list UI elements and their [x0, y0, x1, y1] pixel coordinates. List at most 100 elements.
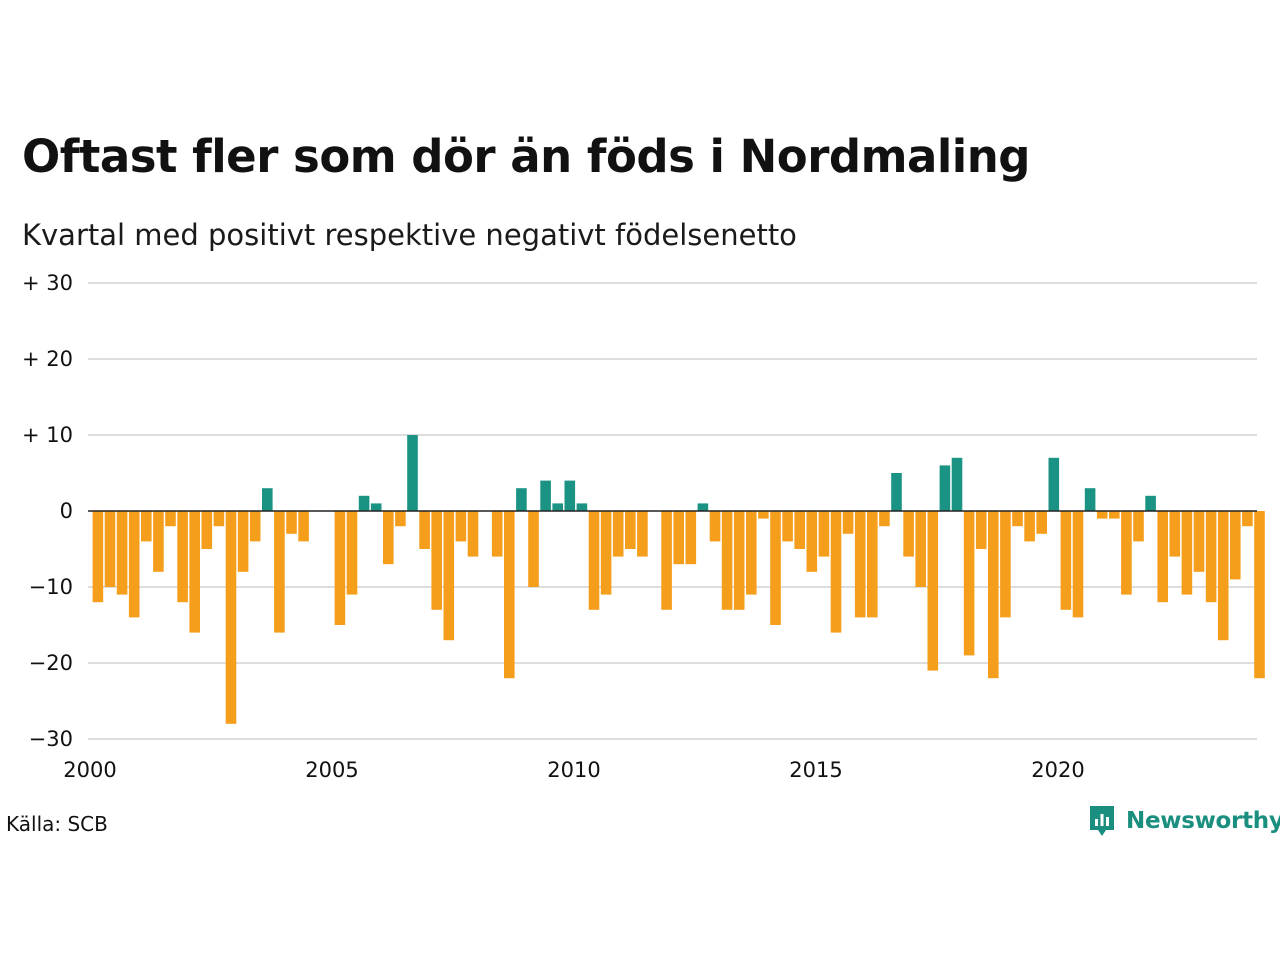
x-axis-labels: 2000 2005 2010 2015 2020 — [63, 758, 1084, 782]
bar-positive — [370, 503, 382, 511]
bar-negative — [709, 511, 721, 542]
bar-negative — [661, 511, 672, 610]
bar-negative — [274, 511, 285, 633]
brand-name: Newsworthy — [1126, 808, 1280, 834]
bar-negative — [770, 511, 781, 625]
bar-negative — [1157, 511, 1168, 603]
x-tick-label: 2015 — [789, 758, 842, 782]
bar-negative — [383, 511, 394, 565]
newsworthy-logo-icon — [1090, 806, 1114, 836]
bar-negative — [685, 511, 697, 565]
bar-negative — [963, 511, 975, 656]
bar-positive — [516, 488, 527, 511]
bar-negative — [225, 511, 237, 724]
bar-negative — [395, 511, 406, 527]
bar-negative — [782, 511, 793, 542]
bar-positive — [891, 473, 902, 511]
bar-negative — [237, 511, 249, 572]
bar-negative — [1096, 511, 1108, 519]
bar-positive — [262, 488, 273, 511]
x-tick-label: 2010 — [547, 758, 600, 782]
bar-negative — [249, 511, 261, 542]
bar-negative — [1181, 511, 1193, 595]
bar-negative — [625, 511, 636, 549]
bar-negative — [1109, 511, 1120, 519]
bar-positive — [552, 503, 563, 511]
bar-positive — [576, 503, 588, 511]
bar-positive — [939, 465, 951, 511]
y-tick-label: + 30 — [22, 271, 73, 295]
bar-negative — [1012, 511, 1023, 527]
bar-negative — [467, 511, 479, 557]
bar-positive — [358, 495, 370, 511]
bar-negative — [116, 511, 128, 595]
chart-title: Oftast fler som dör än föds i Nordmaling — [22, 130, 1030, 183]
bar-negative — [201, 511, 213, 549]
bar-negative — [1133, 511, 1144, 542]
bar-chart: + 30+ 20+ 100−10−20−30 2000 2005 2010 2015 2… — [22, 271, 1265, 782]
y-axis-labels: + 30 + 20 + 10 0 −10 −20 −30 — [22, 271, 73, 751]
bar-negative — [854, 511, 866, 618]
bar-negative — [988, 511, 999, 679]
bar-negative — [1024, 511, 1035, 542]
bar-negative — [612, 511, 624, 557]
x-tick-label: 2020 — [1031, 758, 1084, 782]
y-tick-label: −30 — [29, 727, 73, 751]
bar-negative — [1205, 511, 1217, 603]
brand-logo: Newsworthy — [1088, 804, 1280, 838]
bar-positive — [540, 480, 551, 511]
bar-negative — [1036, 511, 1047, 534]
bar-negative — [443, 511, 455, 641]
bar-negative — [1072, 511, 1084, 618]
bar-negative — [1121, 511, 1132, 595]
bar-negative — [588, 511, 600, 610]
bar-negative — [915, 511, 926, 587]
bar-negative — [746, 511, 757, 595]
bar-negative — [879, 511, 890, 527]
bar-negative — [733, 511, 745, 610]
x-tick-label: 2000 — [63, 758, 116, 782]
bar-negative — [1217, 511, 1229, 641]
bar-negative — [1193, 511, 1205, 572]
bar-negative — [1254, 511, 1265, 679]
bar-negative — [128, 511, 140, 618]
bar-negative — [1169, 511, 1181, 557]
bar-negative — [830, 511, 842, 633]
bar-negative — [1242, 511, 1253, 527]
bar-negative — [758, 511, 769, 519]
bar-negative — [165, 511, 176, 527]
bar-negative — [637, 511, 648, 557]
bar-negative — [431, 511, 442, 610]
bar-negative — [213, 511, 225, 527]
bar-positive — [564, 480, 576, 511]
bar-negative — [491, 511, 503, 557]
bar-positive — [1084, 488, 1096, 511]
bar-positive — [1145, 495, 1156, 511]
bar-negative — [153, 511, 164, 572]
bar-negative — [334, 511, 346, 625]
chart-subtitle: Kvartal med positivt respektive negativt… — [22, 218, 797, 252]
bar-negative — [528, 511, 539, 587]
bar-negative — [419, 511, 430, 549]
bar-negative — [177, 511, 188, 603]
source-note: Källa: SCB — [6, 812, 108, 836]
bar-negative — [286, 511, 297, 534]
bar-negative — [189, 511, 200, 633]
y-tick-label: + 20 — [22, 347, 73, 371]
bar-positive — [951, 457, 963, 511]
bar-negative — [818, 511, 830, 557]
bar-negative — [721, 511, 733, 610]
bar-negative — [867, 511, 878, 618]
bar-negative — [346, 511, 358, 595]
bar-negative — [504, 511, 515, 679]
bar-negative — [298, 511, 309, 542]
bar-negative — [600, 511, 612, 595]
bar-positive — [1048, 457, 1060, 511]
x-tick-label: 2005 — [305, 758, 358, 782]
bar-positive — [407, 435, 418, 511]
bar-negative — [794, 511, 805, 549]
bar-negative — [975, 511, 987, 549]
bar-negative — [92, 511, 104, 603]
bars — [92, 435, 1265, 724]
bar-negative — [1060, 511, 1072, 610]
